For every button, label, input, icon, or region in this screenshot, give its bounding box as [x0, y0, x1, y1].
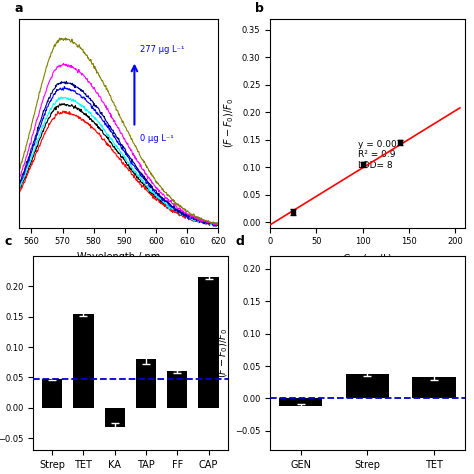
Bar — [136, 359, 156, 408]
Text: 277 μg L⁻¹: 277 μg L⁻¹ — [140, 46, 185, 55]
Bar — [167, 371, 187, 408]
Bar — [412, 377, 456, 399]
Y-axis label: $(F-F_0) / F_0$: $(F-F_0) / F_0$ — [216, 328, 229, 378]
Text: d: d — [235, 235, 244, 248]
Text: c: c — [4, 235, 11, 248]
Bar — [198, 277, 219, 408]
Bar — [105, 408, 125, 427]
Text: b: b — [255, 2, 264, 15]
Text: y = 0.00
R² = 0.9
LOD= 8: y = 0.00 R² = 0.9 LOD= 8 — [357, 140, 396, 170]
Text: a: a — [15, 2, 24, 15]
Y-axis label: $(F-F_0) / F_0$: $(F-F_0) / F_0$ — [223, 98, 237, 148]
Bar — [73, 314, 93, 408]
Text: 0 μg L⁻¹: 0 μg L⁻¹ — [140, 134, 174, 143]
X-axis label: $C_{CAP}$(μg/L): $C_{CAP}$(μg/L) — [342, 252, 392, 266]
Bar — [346, 374, 389, 399]
Bar — [279, 399, 322, 406]
Bar — [42, 379, 63, 408]
X-axis label: Wavelength / nm: Wavelength / nm — [77, 252, 160, 262]
